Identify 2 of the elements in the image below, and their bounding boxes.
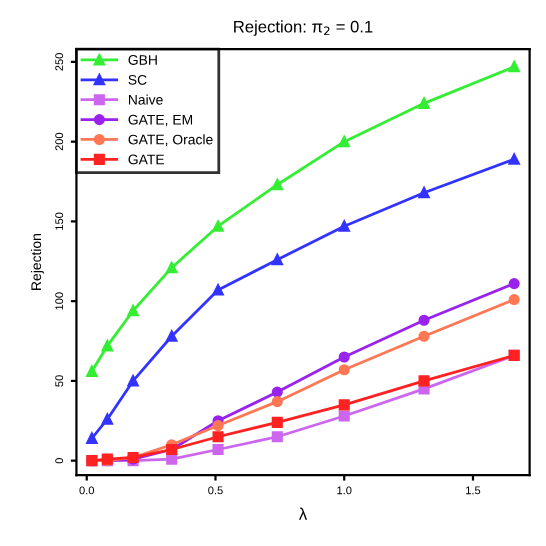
chart-title: Rejection: π$_{2}$ = 0.1 xyxy=(234,20,373,36)
x-axis-title: λ xyxy=(298,507,308,520)
